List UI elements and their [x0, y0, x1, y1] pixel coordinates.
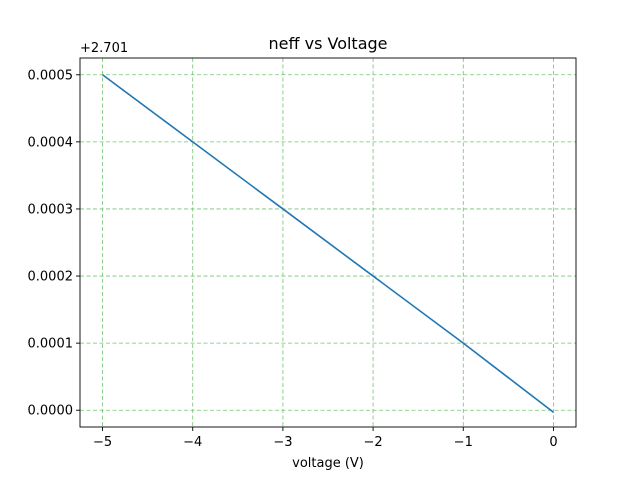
x-tick-label: −4 — [183, 435, 202, 450]
grid-layer — [80, 58, 576, 427]
x-tick-label: −1 — [454, 435, 473, 450]
plot-frame — [79, 57, 577, 428]
x-tick-label: 0 — [549, 435, 557, 450]
chart-title: neff vs Voltage — [269, 34, 388, 53]
x-tick-label: −5 — [93, 435, 112, 450]
x-tick-label: −2 — [364, 435, 383, 450]
x-axis-label: voltage (V) — [292, 456, 364, 471]
y-tick-label: 0.0001 — [28, 337, 74, 352]
y-tick-label: 0.0000 — [28, 404, 74, 419]
y-tick-label: 0.0005 — [28, 68, 74, 83]
y-tick-label: 0.0004 — [28, 135, 74, 150]
tick-layer: −5 −4 −3 −2 −1 0 0.0000 0.0001 0.0002 0.0003 0.000… — [28, 68, 558, 450]
y-tick-label: 0.0003 — [28, 202, 74, 217]
y-tick-label: 0.0002 — [28, 270, 74, 285]
x-tick-label: −3 — [273, 435, 292, 450]
series-layer — [102, 74, 554, 413]
series-line-neff — [102, 74, 554, 413]
y-offset-label: +2.701 — [80, 41, 128, 56]
